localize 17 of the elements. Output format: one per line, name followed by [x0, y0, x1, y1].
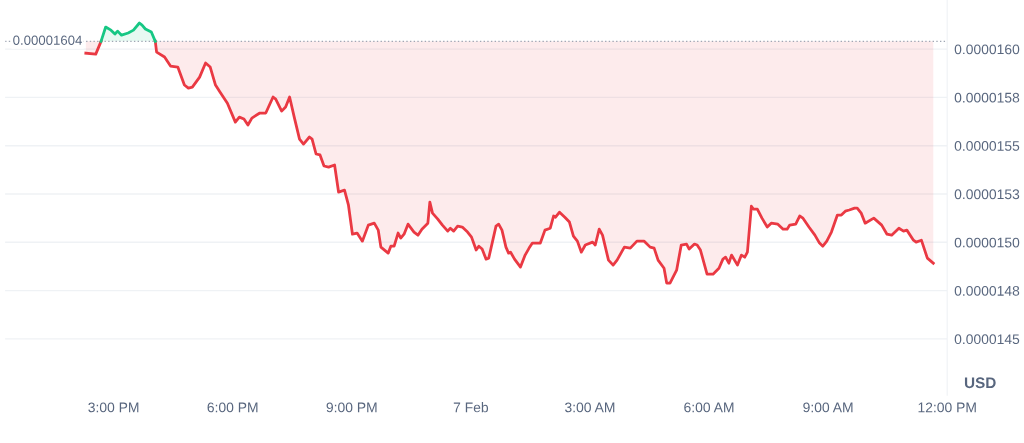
- y-tick-label: 0.0000145: [954, 334, 1020, 345]
- x-tick-label: 6:00 PM: [207, 402, 258, 413]
- x-tick-label: 12:00 PM: [918, 402, 976, 413]
- y-axis-title: USD: [964, 377, 996, 389]
- x-tick-label: 3:00 PM: [88, 402, 139, 413]
- x-tick-label: 9:00 AM: [803, 402, 853, 413]
- y-tick-label: 0.0000150: [954, 237, 1020, 248]
- y-tick-label: 0.0000158: [954, 92, 1020, 103]
- x-tick-label: 7 Feb: [453, 402, 489, 413]
- y-tick-label: 0.0000160: [954, 44, 1020, 55]
- x-tick-label: 9:00 PM: [326, 402, 377, 413]
- ref-line-label: 0.00001604: [13, 35, 82, 45]
- y-tick-label: 0.0000155: [954, 141, 1020, 151]
- x-tick-label: 6:00 AM: [684, 402, 734, 413]
- y-tick-label: 0.0000153: [954, 189, 1020, 200]
- x-tick-label: 3:00 AM: [565, 402, 615, 413]
- y-tick-label: 0.0000148: [954, 285, 1020, 296]
